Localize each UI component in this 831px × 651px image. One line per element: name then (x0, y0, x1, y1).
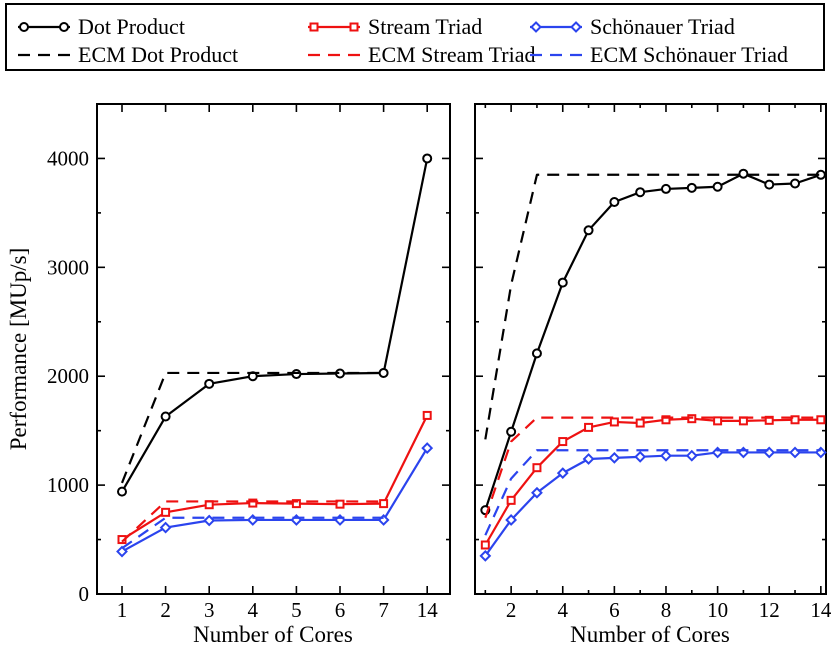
right-series-dot-product-point (636, 188, 644, 196)
legend-dot-product-label: Dot Product (78, 14, 185, 39)
left-xtick-label: 7 (378, 598, 389, 622)
left-xtick-label: 1 (117, 598, 128, 622)
legend-stream-triad-marker-start (311, 24, 318, 31)
right-series-stream-triad-point (533, 464, 540, 471)
right-xtick-label: 4 (558, 598, 569, 622)
legend-stream-triad-label: Stream Triad (368, 14, 482, 39)
left-x-axis-label: Number of Cores (193, 622, 353, 647)
right-series-dot-product-line (485, 174, 821, 510)
legend-schonauer-triad-marker-end (572, 23, 581, 32)
right-xtick-label: 14 (810, 598, 831, 622)
right-xtick-label: 12 (759, 598, 780, 622)
right-series-dot-product-point (662, 185, 670, 193)
left-series-dot-product-point (380, 369, 388, 377)
left-series-schonauer-triad-point (161, 523, 170, 532)
right-series-dot-product-point (585, 226, 593, 234)
right-series-stream-triad-point (585, 424, 592, 431)
right-series-dot-product-point (739, 170, 747, 178)
right-series-dot-product-point (791, 179, 799, 187)
left-series-dot-product-point (118, 488, 126, 496)
left-ytick-label: 0 (79, 582, 90, 606)
left-ytick-label: 4000 (47, 146, 89, 170)
left-xtick-label: 3 (204, 598, 215, 622)
right-plot-frame (475, 104, 826, 594)
right-series-schonauer-triad-point (687, 451, 696, 460)
right-series-schonauer-triad-point (610, 453, 619, 462)
right-x-axis-label: Number of Cores (570, 622, 730, 647)
right-series-schonauer-triad-point (661, 451, 670, 460)
left-series-schonauer-triad-point (118, 547, 127, 556)
right-series-schonauer-triad-point (584, 454, 593, 463)
right-series-stream-triad-line (485, 419, 821, 545)
left-series-schonauer-triad-point (205, 516, 214, 525)
left-ytick-label: 2000 (47, 364, 89, 388)
right-xtick-label: 6 (609, 598, 620, 622)
right-series-dot-product-point (533, 349, 541, 357)
right-series-dot-product-point (559, 279, 567, 287)
legend-dot-product-marker-start (20, 23, 28, 31)
left-series-dot-product-point (162, 413, 170, 421)
right-series-stream-triad-point (559, 438, 566, 445)
right-series-dot-product-point (688, 184, 696, 192)
legend-stream-triad-marker-end (351, 24, 358, 31)
right-xtick-label: 10 (707, 598, 728, 622)
right-xtick-label: 2 (506, 598, 517, 622)
left-series-stream-triad-point (380, 500, 387, 507)
left-series-stream-triad-point (424, 412, 431, 419)
right-series-stream-triad-point (817, 416, 824, 423)
y-axis-label: Performance [MUp/s] (6, 248, 31, 450)
legend-ecm-schonauer-triad-label: ECM Schönauer Triad (590, 42, 788, 67)
left-ytick-label: 1000 (47, 473, 89, 497)
left-series-dot-product-line (122, 158, 427, 491)
right-series-ecm-dot-product-line (485, 175, 821, 440)
left-ytick-label: 3000 (47, 255, 89, 279)
right-series-dot-product-point (610, 198, 618, 206)
left-xtick-label: 6 (335, 598, 346, 622)
left-series-dot-product-point (423, 154, 431, 162)
right-series-stream-triad-point (714, 417, 721, 424)
legend: Dot Product Stream Triad Schönauer Triad EC… (6, 4, 824, 70)
right-series-dot-product-point (765, 181, 773, 189)
right-series-stream-triad-point (637, 420, 644, 427)
left-series-dot-product-point (205, 380, 213, 388)
right-series-schonauer-triad-point (636, 452, 645, 461)
performance-figure: Dot Product Stream Triad Schönauer Triad EC… (0, 0, 831, 651)
left-xtick-label: 5 (291, 598, 302, 622)
legend-schonauer-triad-marker-start (532, 23, 541, 32)
left-panel: 0 1000 2000 3000 4000 1 2 3 4 5 6 7 14 Performance [… (6, 104, 450, 647)
right-series-stream-triad-point (482, 542, 489, 549)
right-xtick-label: 8 (661, 598, 672, 622)
right-series-stream-triad-point (508, 497, 515, 504)
left-xtick-label: 4 (248, 598, 259, 622)
right-series-dot-product-point (714, 183, 722, 191)
left-series-ecm-dot-product-line (122, 373, 384, 483)
left-xtick-label: 14 (417, 598, 439, 622)
legend-schonauer-triad-label: Schönauer Triad (590, 14, 735, 39)
legend-ecm-dot-product-label: ECM Dot Product (78, 42, 238, 67)
legend-dot-product-marker-end (60, 23, 68, 31)
right-panel: 2 4 6 8 10 12 14 Number of Cores (475, 104, 831, 647)
legend-ecm-stream-triad-label: ECM Stream Triad (368, 42, 535, 67)
left-xtick-label: 2 (160, 598, 171, 622)
right-series-dot-product-point (507, 428, 515, 436)
left-series-stream-triad-point (162, 509, 169, 516)
right-series-stream-triad-point (611, 418, 618, 425)
